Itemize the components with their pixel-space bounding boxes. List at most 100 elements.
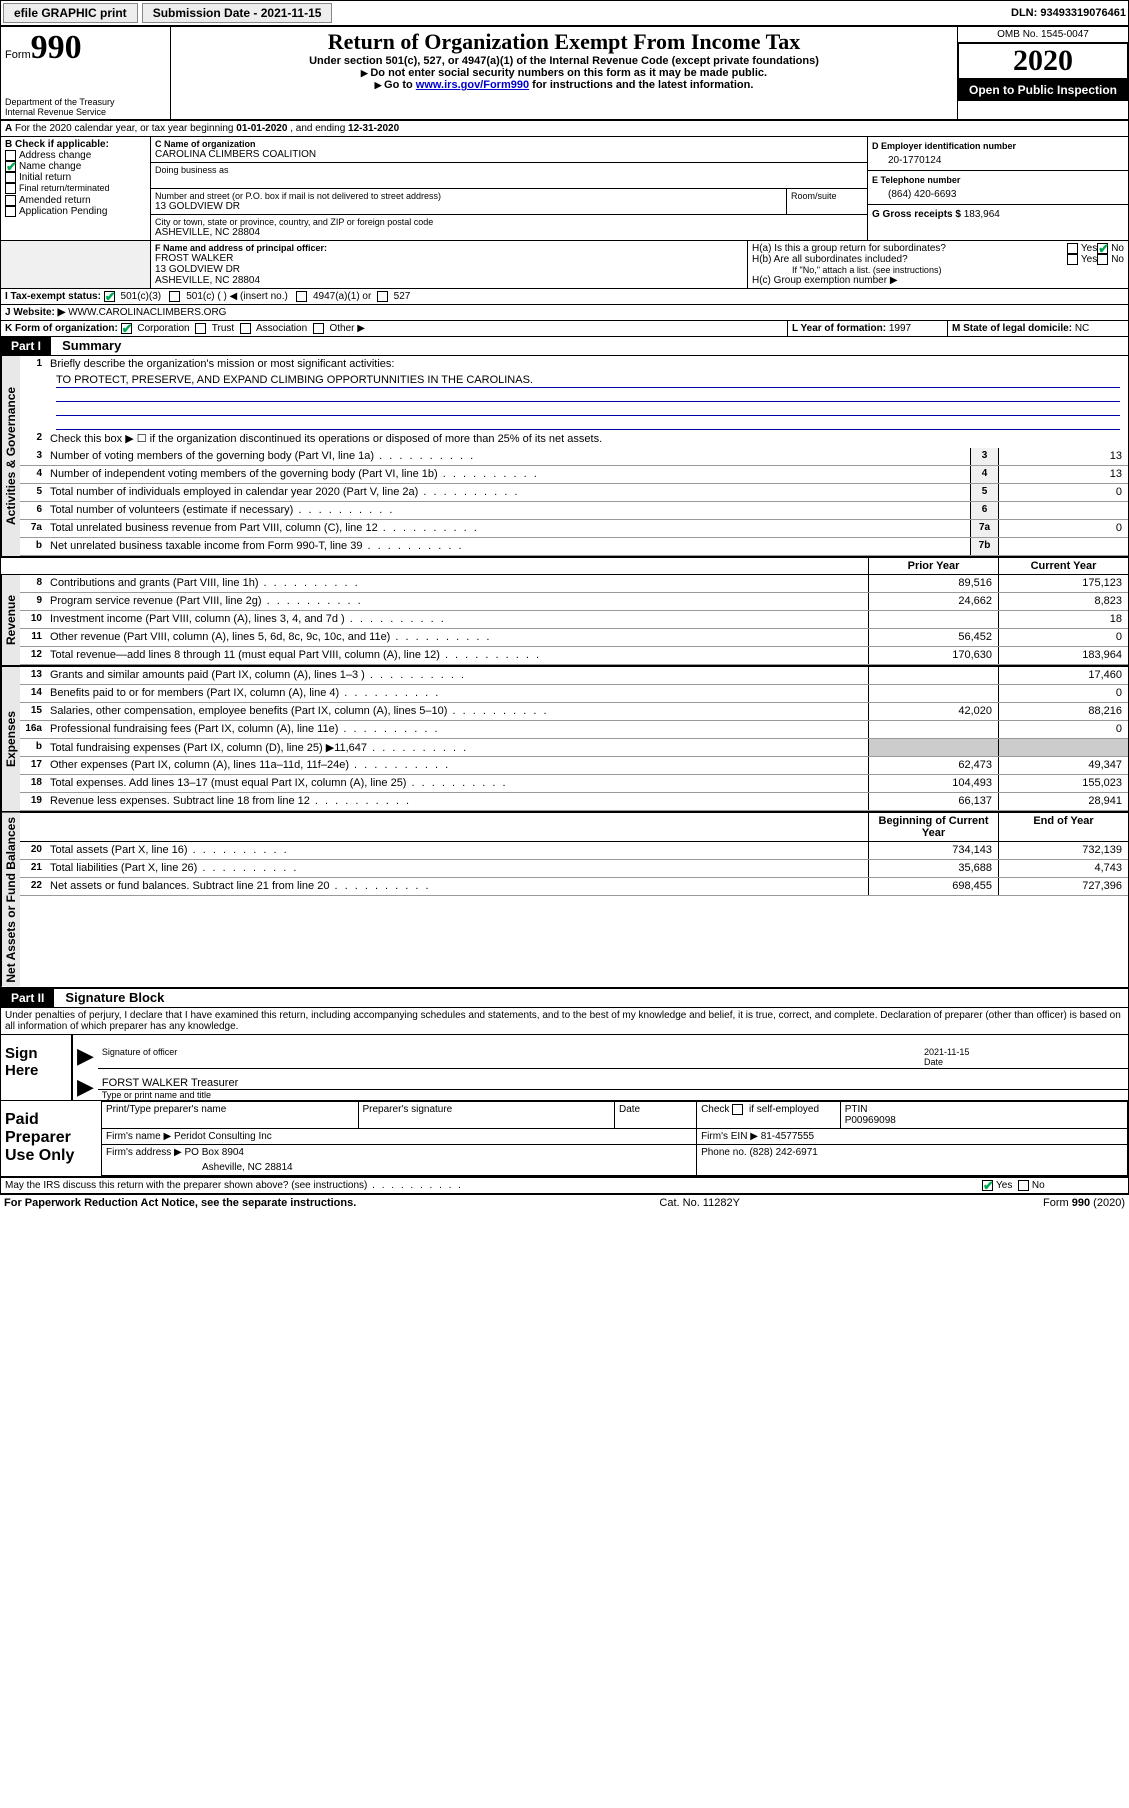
mission-text: TO PROTECT, PRESERVE, AND EXPAND CLIMBIN… — [56, 374, 1120, 388]
tab-netassets: Net Assets or Fund Balances — [1, 813, 20, 987]
summary-line: 16aProfessional fundraising fees (Part I… — [20, 721, 1128, 739]
state-domicile: NC — [1075, 323, 1089, 334]
summary-line: 6Total number of volunteers (estimate if… — [20, 502, 1128, 520]
summary-line: 17Other expenses (Part IX, column (A), l… — [20, 757, 1128, 775]
firm-addr2: Asheville, NC 28814 — [102, 1160, 697, 1176]
cb-4947[interactable] — [296, 291, 307, 302]
submission-date-button[interactable]: Submission Date - 2021-11-15 — [142, 3, 333, 23]
officer-name: FROST WALKER — [155, 253, 743, 264]
dln: DLN: 93493319076461 — [1011, 7, 1126, 19]
efile-button[interactable]: efile GRAPHIC print — [3, 3, 138, 23]
tab-expenses: Expenses — [1, 667, 20, 811]
org-city: ASHEVILLE, NC 28804 — [155, 227, 863, 238]
section-netassets: Net Assets or Fund Balances Beginning of… — [1, 813, 1128, 987]
section-governance: Activities & Governance 1Briefly describ… — [1, 356, 1128, 558]
b-label: B Check if applicable: — [5, 139, 146, 150]
form-header: Form990 Department of the Treasury Inter… — [1, 27, 1128, 121]
cb-initial-return[interactable]: Initial return — [5, 172, 146, 183]
org-address: 13 GOLDVIEW DR — [155, 201, 782, 212]
col-end: End of Year — [998, 813, 1128, 841]
ptin-value: P00969098 — [845, 1115, 896, 1126]
section-c: C Name of organization CAROLINA CLIMBERS… — [151, 137, 868, 240]
form-subtitle-3: Go to www.irs.gov/Form990 for instructio… — [175, 79, 953, 91]
summary-line: bTotal fundraising expenses (Part IX, co… — [20, 739, 1128, 757]
summary-line: 10Investment income (Part VIII, column (… — [20, 611, 1128, 629]
g-label: G Gross receipts $ — [872, 209, 964, 220]
dept-treasury: Department of the Treasury — [5, 97, 166, 107]
summary-line: 5Total number of individuals employed in… — [20, 484, 1128, 502]
omb-number: OMB No. 1545-0047 — [958, 27, 1128, 43]
irs-link[interactable]: www.irs.gov/Form990 — [416, 79, 529, 91]
section-b: B Check if applicable: Address change Na… — [1, 137, 151, 240]
cb-self-employed[interactable] — [732, 1104, 743, 1115]
cb-501c3[interactable] — [104, 291, 115, 302]
part1-header-row: Part I Summary — [1, 337, 1128, 356]
hb-note: If "No," attach a list. (see instruction… — [752, 265, 1124, 275]
tax-year-end: 12-31-2020 — [348, 123, 399, 134]
tax-year: 2020 — [958, 43, 1128, 79]
subdate-value: 2021-11-15 — [261, 6, 322, 20]
officer-addr1: 13 GOLDVIEW DR — [155, 264, 743, 275]
header-right: OMB No. 1545-0047 2020 Open to Public In… — [958, 27, 1128, 119]
cb-other[interactable] — [313, 323, 324, 334]
f-label: F Name and address of principal officer: — [155, 243, 743, 253]
section-revenue: Revenue 8Contributions and grants (Part … — [1, 575, 1128, 667]
summary-line: 13Grants and similar amounts paid (Part … — [20, 667, 1128, 685]
discuss-no[interactable] — [1018, 1180, 1029, 1191]
form-subtitle-2: Do not enter social security numbers on … — [175, 67, 953, 79]
form-word: Form — [5, 49, 31, 61]
cb-amended-return[interactable]: Amended return — [5, 195, 146, 206]
firm-phone-label: Phone no. — [701, 1147, 749, 1158]
gross-receipts: 183,964 — [964, 209, 1000, 220]
arrow-icon: ▶ — [73, 1074, 98, 1100]
row-a: A For the 2020 calendar year, or tax yea… — [1, 121, 1128, 137]
summary-line: bNet unrelated business taxable income f… — [20, 538, 1128, 556]
ha-yes[interactable] — [1067, 243, 1078, 254]
hb-yes[interactable] — [1067, 254, 1078, 265]
e-label: E Telephone number — [872, 175, 1124, 185]
hb-label: H(b) Are all subordinates included? — [752, 254, 1067, 265]
perjury-text: Under penalties of perjury, I declare th… — [1, 1008, 1128, 1034]
summary-line: 7aTotal unrelated business revenue from … — [20, 520, 1128, 538]
cb-corporation[interactable] — [121, 323, 132, 334]
form-number: 990 — [31, 29, 82, 66]
firm-label: Firm's name ▶ — [106, 1131, 174, 1142]
firm-ein: 81-4577555 — [761, 1131, 814, 1142]
cb-address-change[interactable]: Address change — [5, 150, 146, 161]
officer-print-name: FORST WALKER Treasurer — [98, 1069, 1128, 1090]
summary-line: 11Other revenue (Part VIII, column (A), … — [20, 629, 1128, 647]
discuss-yes[interactable] — [982, 1180, 993, 1191]
sig-date: 2021-11-15 — [924, 1047, 969, 1057]
tab-governance: Activities & Governance — [1, 356, 20, 556]
form-subtitle-1: Under section 501(c), 527, or 4947(a)(1)… — [175, 55, 953, 67]
k-label: K Form of organization: — [5, 323, 118, 334]
tax-year-begin: 01-01-2020 — [236, 123, 287, 134]
ein-value: 20-1770124 — [872, 151, 1124, 166]
cb-final-return[interactable]: Final return/terminated — [5, 183, 146, 194]
room-label: Room/suite — [791, 191, 863, 201]
arrow-icon: ▶ — [73, 1043, 98, 1069]
d-label: D Employer identification number — [872, 141, 1124, 151]
cb-trust[interactable] — [195, 323, 206, 334]
firm-name: Peridot Consulting Inc — [174, 1131, 272, 1142]
prep-h3: Date — [615, 1101, 697, 1128]
section-f: F Name and address of principal officer:… — [151, 241, 748, 288]
summary-line: 20Total assets (Part X, line 16)734,1437… — [20, 842, 1128, 860]
l-label: L Year of formation: — [792, 323, 889, 334]
row-a-text: For the 2020 calendar year, or tax year … — [15, 123, 236, 134]
subdate-label: Submission Date - — [153, 6, 261, 20]
cb-name-change[interactable]: Name change — [5, 161, 146, 172]
cb-527[interactable] — [377, 291, 388, 302]
sign-here-label: Sign Here — [1, 1035, 71, 1100]
hc-label: H(c) Group exemption number ▶ — [752, 275, 1124, 286]
cb-application-pending[interactable]: Application Pending — [5, 206, 146, 217]
part2-title: Signature Block — [57, 990, 164, 1005]
cb-501c[interactable] — [169, 291, 180, 302]
top-bar: efile GRAPHIC print Submission Date - 20… — [0, 0, 1129, 26]
ha-no[interactable] — [1097, 243, 1108, 254]
col-current: Current Year — [998, 558, 1128, 574]
form-main: Form990 Department of the Treasury Inter… — [0, 26, 1129, 1195]
cb-association[interactable] — [240, 323, 251, 334]
sig-date-label: Date — [924, 1057, 943, 1067]
preparer-table: Print/Type preparer's name Preparer's si… — [101, 1101, 1128, 1176]
